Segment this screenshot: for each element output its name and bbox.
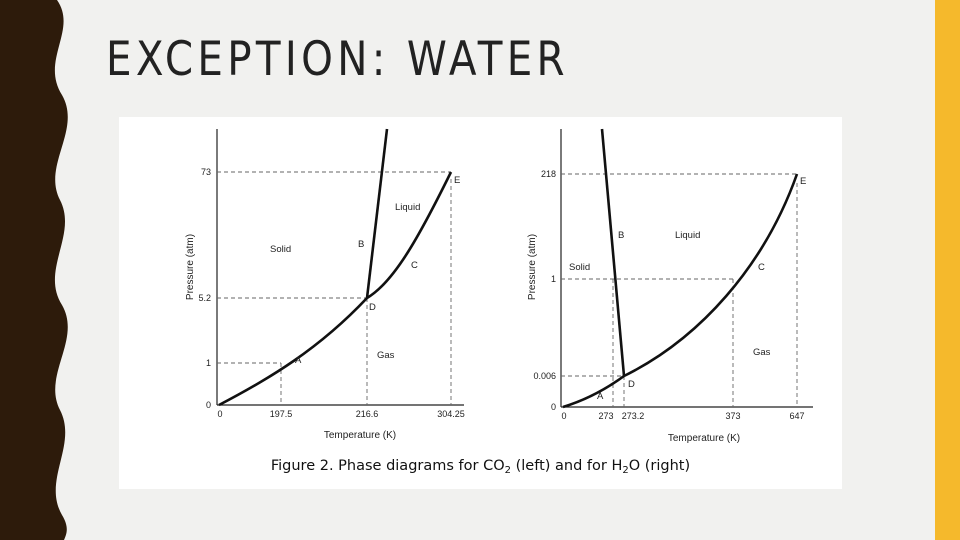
co2-x-tick-216-6: 216.6 — [356, 409, 379, 419]
co2-region-gas: Gas — [377, 350, 395, 361]
h2o-y-tick-0: 0 — [551, 402, 556, 412]
co2-y-tick-5-2: 5.2 — [198, 293, 211, 303]
h2o-point-a: A — [597, 391, 604, 402]
h2o-phase-diagram: Pressure (atm) 218 1 0.006 0 0 273 273.2… — [527, 128, 813, 444]
h2o-x-tick-373: 373 — [725, 411, 740, 421]
caption-suffix: O (right) — [628, 458, 691, 474]
h2o-point-d: D — [628, 379, 635, 390]
h2o-point-b: B — [618, 230, 624, 241]
co2-x-tick-0: 0 — [217, 409, 222, 419]
h2o-x-axis-label: Temperature (K) — [668, 433, 740, 444]
h2o-y-axis-label: Pressure (atm) — [527, 234, 538, 300]
h2o-x-tick-273-2: 273.2 — [622, 411, 645, 421]
h2o-melting-line — [600, 128, 626, 377]
slide-title: EXCEPTION: WATER — [106, 32, 569, 87]
co2-point-d: D — [369, 302, 376, 313]
co2-phase-diagram: Pressure (atm) 73 5.2 1 0 0 197.5 216.6 … — [185, 128, 465, 441]
h2o-y-tick-0-006: 0.006 — [533, 371, 556, 381]
co2-x-axis-label: Temperature (K) — [324, 430, 396, 441]
h2o-region-liquid: Liquid — [675, 230, 700, 241]
co2-y-tick-0: 0 — [206, 400, 211, 410]
h2o-vaporization-curve — [623, 173, 799, 378]
co2-point-b: B — [358, 239, 364, 250]
co2-x-tick-197-5: 197.5 — [270, 409, 293, 419]
h2o-y-tick-218: 218 — [541, 169, 556, 179]
h2o-sublimation-curve — [562, 374, 625, 409]
co2-y-tick-73: 73 — [201, 167, 211, 177]
caption-h2o-subscript: 2 — [622, 465, 629, 476]
caption-prefix: Figure 2. Phase diagrams for CO — [270, 458, 505, 474]
co2-x-tick-304-25: 304.25 — [437, 409, 465, 419]
co2-sublimation-curve — [218, 297, 368, 407]
h2o-point-e: E — [800, 176, 806, 187]
h2o-x-tick-647: 647 — [789, 411, 804, 421]
co2-melting-line — [365, 128, 389, 299]
co2-point-c: C — [411, 260, 418, 271]
co2-region-solid: Solid — [270, 244, 291, 255]
co2-y-tick-1: 1 — [206, 358, 211, 368]
h2o-region-gas: Gas — [753, 347, 771, 358]
phase-diagram-figure: Pressure (atm) 73 5.2 1 0 0 197.5 216.6 … — [119, 117, 842, 489]
h2o-y-tick-1: 1 — [551, 274, 556, 284]
co2-point-a: A — [295, 355, 302, 366]
h2o-x-tick-0: 0 — [561, 411, 566, 421]
right-accent-bar — [935, 0, 960, 540]
caption-middle: (left) and for H — [511, 458, 623, 474]
h2o-x-tick-273: 273 — [598, 411, 613, 421]
h2o-region-solid: Solid — [569, 262, 590, 273]
co2-vaporization-curve — [366, 171, 453, 300]
co2-y-axis-label: Pressure (atm) — [185, 234, 196, 300]
left-wavy-band — [0, 0, 68, 540]
phase-diagrams-svg: Pressure (atm) 73 5.2 1 0 0 197.5 216.6 … — [185, 128, 813, 444]
co2-point-e: E — [454, 175, 460, 186]
caption-co2-subscript: 2 — [504, 465, 511, 476]
h2o-point-c: C — [758, 262, 765, 273]
co2-region-liquid: Liquid — [395, 202, 420, 213]
figure-caption: Figure 2. Phase diagrams for CO2 (left) … — [119, 458, 842, 476]
left-wavy-band-shape — [0, 0, 68, 540]
